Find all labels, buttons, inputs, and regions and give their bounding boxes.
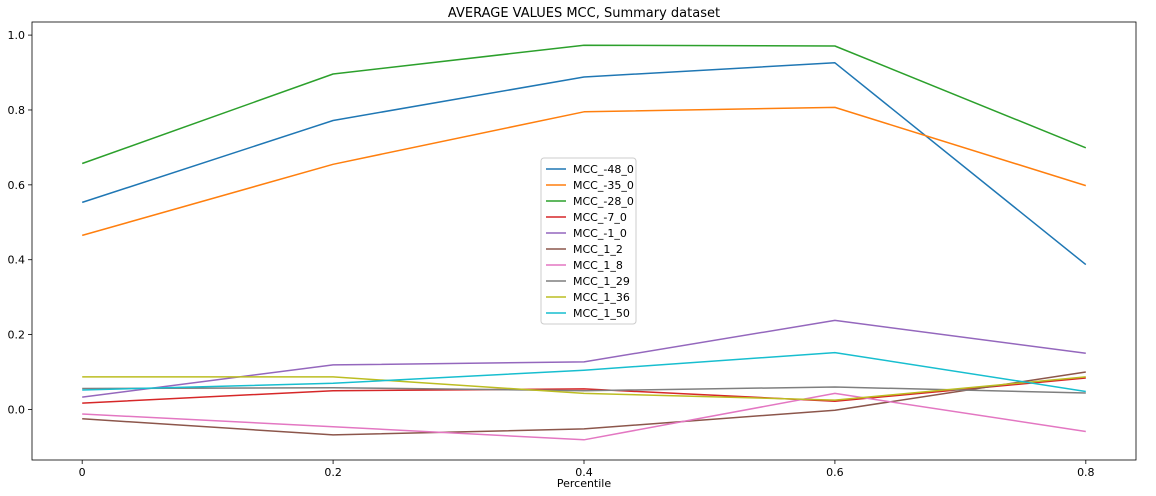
x-tick-label: 0.6	[826, 466, 844, 479]
legend-label: MCC_1_2	[573, 243, 623, 256]
series-line-MCC_1_29	[82, 386, 1086, 394]
series-line-MCC_1_50	[82, 351, 1086, 393]
legend-label: MCC_-28_0	[573, 195, 634, 208]
series-line-MCC_1_8	[82, 392, 1086, 441]
series-line-MCC_1_2	[82, 371, 1086, 436]
x-axis: 0 0.2 0.4 0.6 0.8	[79, 460, 1095, 479]
legend: MCC_-48_0 MCC_-35_0 MCC_-28_0 MCC_-7_0 MCC_-…	[540, 157, 637, 325]
legend-label: MCC_-35_0	[573, 179, 634, 192]
series-line-MCC_-48_0	[81, 62, 1087, 266]
legend-label: MCC_-7_0	[573, 211, 627, 224]
series-line-MCC_1_36	[82, 376, 1086, 401]
legend-label: MCC_1_8	[573, 259, 623, 272]
series-line-MCC_-1_0	[82, 319, 1086, 398]
y-tick-label: 0.8	[8, 104, 26, 117]
legend-box	[540, 157, 637, 325]
legend-label: MCC_1_29	[573, 275, 630, 288]
legend-label: MCC_-48_0	[573, 163, 634, 176]
series-line-MCC_-7_0	[82, 377, 1086, 404]
x-axis-label: Percentile	[557, 477, 612, 490]
legend-label: MCC_1_36	[573, 291, 630, 304]
x-tick-label: 0.8	[1077, 466, 1095, 479]
y-tick-label: 0.4	[8, 254, 26, 267]
x-tick-label: 0	[79, 466, 86, 479]
chart-title: AVERAGE VALUES MCC, Summary dataset	[448, 6, 720, 21]
series-line-MCC_-28_0	[81, 44, 1087, 165]
y-tick-label: 0.2	[8, 329, 26, 342]
x-tick-label: 0.2	[324, 466, 342, 479]
y-tick-label: 0.0	[8, 403, 26, 416]
y-tick-label: 0.6	[8, 179, 26, 192]
legend-label: MCC_1_50	[573, 307, 630, 320]
series-lines	[81, 44, 1087, 441]
y-tick-label: 1.0	[8, 29, 26, 42]
legend-label: MCC_-1_0	[573, 227, 627, 240]
x-tick-label: 0.4	[575, 466, 593, 479]
series-line-MCC_-35_0	[81, 106, 1087, 237]
y-axis: 0.0 0.2 0.4 0.6 0.8 1.0	[8, 29, 32, 416]
